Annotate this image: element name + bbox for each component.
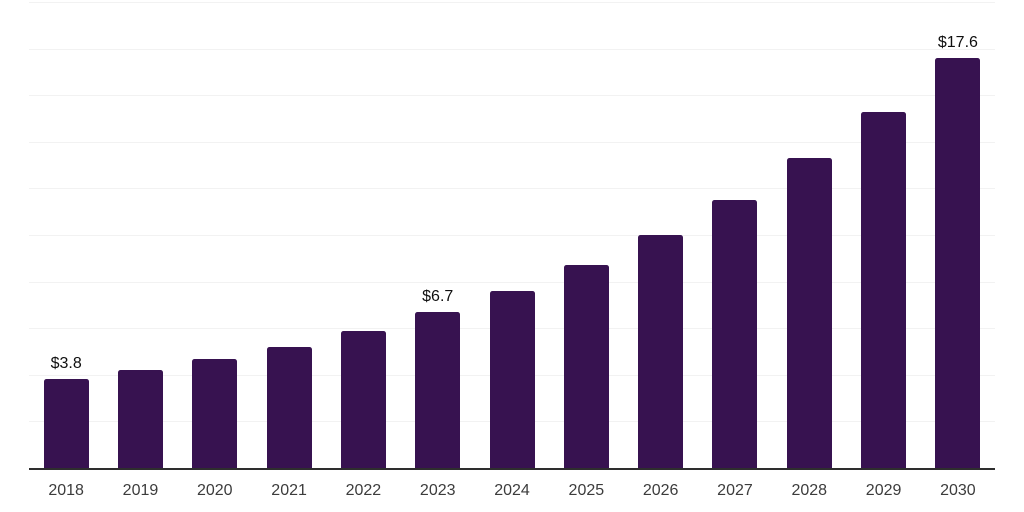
bar-value-label-2023: $6.7 [422, 287, 454, 305]
bar-group-2029 [846, 2, 920, 468]
x-axis-label-2027: 2027 [717, 482, 753, 499]
bar-2029 [861, 111, 907, 468]
plot-area: $3.8 $6.7 $17.6 [29, 2, 995, 470]
x-axis-label-2026: 2026 [642, 482, 679, 499]
bar-2024 [489, 290, 535, 468]
bar-2022 [340, 330, 386, 468]
bar-group-2021 [252, 2, 326, 468]
bar-group-2022 [326, 2, 400, 468]
bar-group-2019 [103, 2, 177, 468]
bar-2030 [935, 57, 981, 468]
bar-2018 [43, 379, 89, 468]
gridline-20 [29, 2, 995, 3]
gridline-12 [29, 188, 995, 190]
bar-2020 [192, 358, 238, 468]
x-axis-label-2029: 2029 [865, 482, 902, 499]
bar-2026 [638, 235, 684, 468]
bar-group-2023: $6.7 [401, 2, 475, 468]
gridline-18 [29, 48, 995, 50]
x-axis-label-2018: 2018 [48, 482, 84, 499]
x-axis-label-2030: 2030 [940, 482, 976, 499]
gridline-14 [29, 141, 995, 143]
bar-group-2030: $17.6 [921, 2, 995, 468]
bar-group-2026 [624, 2, 698, 468]
bar-2021 [266, 346, 312, 468]
gridline-16 [29, 95, 995, 97]
bar-group-2024 [475, 2, 549, 468]
bar-group-2025 [549, 2, 623, 468]
gridline-10 [29, 235, 995, 236]
x-axis-label-2025: 2025 [568, 482, 605, 499]
x-axis-tick-labels: 2018 2019 2020 2021 2022 2023 2024 2025 2026 2027… [29, 481, 995, 500]
x-axis-label-2022: 2022 [345, 482, 382, 499]
bars-layer: $3.8 $6.7 $17.6 [29, 2, 995, 468]
bar-2025 [563, 265, 609, 468]
x-axis-label-2024: 2024 [494, 482, 530, 499]
bar-group-2020 [178, 2, 252, 468]
x-axis-label-2023: 2023 [419, 482, 456, 499]
x-axis-label-2021: 2021 [271, 482, 307, 499]
bar-value-label-2018: $3.8 [50, 355, 82, 373]
bar-group-2018: $3.8 [29, 2, 103, 468]
bar-group-2028 [772, 2, 846, 468]
bar-value-label-2030: $17.6 [937, 33, 978, 51]
bar-2019 [117, 370, 163, 468]
x-axis-label-2019: 2019 [122, 482, 159, 499]
x-axis-label-2020: 2020 [196, 482, 233, 499]
bar-2023 [415, 311, 461, 468]
bar-2027 [712, 200, 758, 468]
x-axis-label-2028: 2028 [791, 482, 828, 499]
bar-group-2027 [698, 2, 772, 468]
bar-2028 [786, 158, 832, 468]
gridline-8 [29, 281, 995, 283]
